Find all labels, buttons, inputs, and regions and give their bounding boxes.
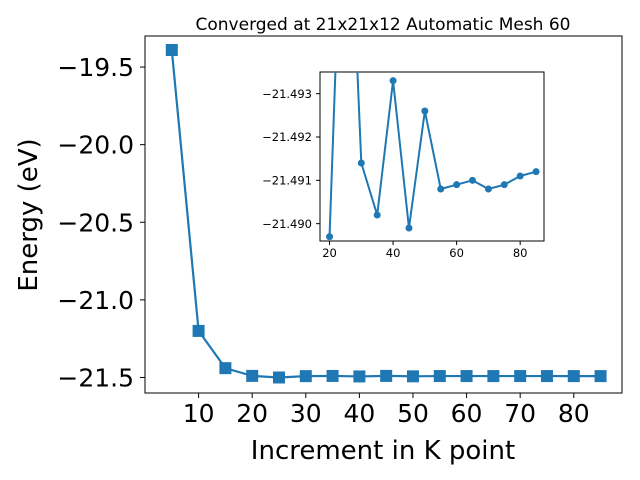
y-axis-label: Energy (eV) (14, 138, 44, 291)
main-data-point (165, 43, 178, 56)
inset-x-tick-label: 80 (513, 246, 528, 260)
inset-data-point (421, 107, 429, 115)
inset-data-point (326, 233, 334, 241)
inset-plot-frame (319, 71, 545, 242)
main-data-point (192, 324, 205, 337)
main-x-tick-label: 40 (343, 399, 375, 428)
main-x-tick-label: 60 (451, 399, 483, 428)
inset-x-tick-label: 40 (386, 246, 401, 260)
inset-data-point (516, 172, 524, 180)
inset-y-tick-label: −21.493 (262, 87, 312, 101)
main-data-point (567, 370, 580, 383)
main-y-axis: −19.5 −20.0 −20.5 −21.0 −21.5 (57, 53, 145, 392)
inset-series (326, 72, 540, 241)
main-x-tick-label: 20 (236, 399, 268, 428)
main-data-point (487, 370, 500, 383)
inset-data-point (484, 185, 492, 193)
main-data-point (460, 370, 473, 383)
main-y-tick-label: −21.0 (57, 286, 134, 315)
main-data-point (594, 370, 607, 383)
main-plot-frame (144, 35, 623, 394)
main-data-point (246, 369, 259, 382)
inset-plot: 20 40 60 80 −21.493 −21.492 −21.491 −21.490 (262, 71, 545, 260)
inset-data-point (500, 181, 508, 189)
inset-y-tick-label: −21.492 (262, 130, 312, 144)
main-data-point (540, 370, 553, 383)
inset-y-tick-label: −21.491 (262, 173, 312, 187)
main-data-point (299, 370, 312, 383)
chart-title: Converged at 21x21x12 Automatic Mesh 60 (196, 15, 571, 35)
main-data-point (353, 370, 366, 383)
main-series (165, 43, 607, 384)
main-data-point (514, 370, 527, 383)
main-x-tick-label: 30 (290, 399, 322, 428)
inset-x-axis: 20 40 60 80 (322, 241, 527, 260)
inset-data-point (453, 181, 461, 189)
main-x-axis: 10 20 30 40 50 60 70 80 (183, 393, 590, 428)
inset-x-tick-label: 20 (322, 246, 337, 260)
main-data-point (272, 371, 285, 384)
inset-data-point (389, 77, 397, 85)
main-y-tick-label: −20.5 (57, 208, 134, 237)
inset-data-point (437, 185, 445, 193)
inset-x-tick-label: 60 (449, 246, 464, 260)
main-x-tick-label: 50 (397, 399, 429, 428)
main-data-point (219, 362, 232, 375)
main-plot: 10 20 30 40 50 60 70 80 −19.5 −20.0 −20.5 −21.0 −21… (57, 35, 623, 428)
main-y-tick-label: −21.5 (57, 363, 134, 392)
main-x-tick-label: 80 (558, 399, 590, 428)
main-x-tick-label: 10 (183, 399, 215, 428)
main-x-tick-label: 70 (504, 399, 536, 428)
main-y-tick-label: −19.5 (57, 53, 134, 82)
inset-data-point (532, 168, 540, 176)
inset-data-point (357, 159, 365, 167)
main-data-point (433, 370, 446, 383)
main-data-point (326, 369, 339, 382)
x-axis-label: Increment in K point (251, 436, 515, 466)
main-data-point (406, 370, 419, 383)
main-data-point (380, 369, 393, 382)
main-y-tick-label: −20.0 (57, 131, 134, 160)
inset-data-point (405, 224, 413, 232)
inset-data-point (373, 211, 381, 219)
inset-y-axis: −21.493 −21.492 −21.491 −21.490 (262, 87, 320, 231)
inset-y-tick-label: −21.490 (262, 217, 312, 231)
inset-data-point (469, 176, 477, 184)
